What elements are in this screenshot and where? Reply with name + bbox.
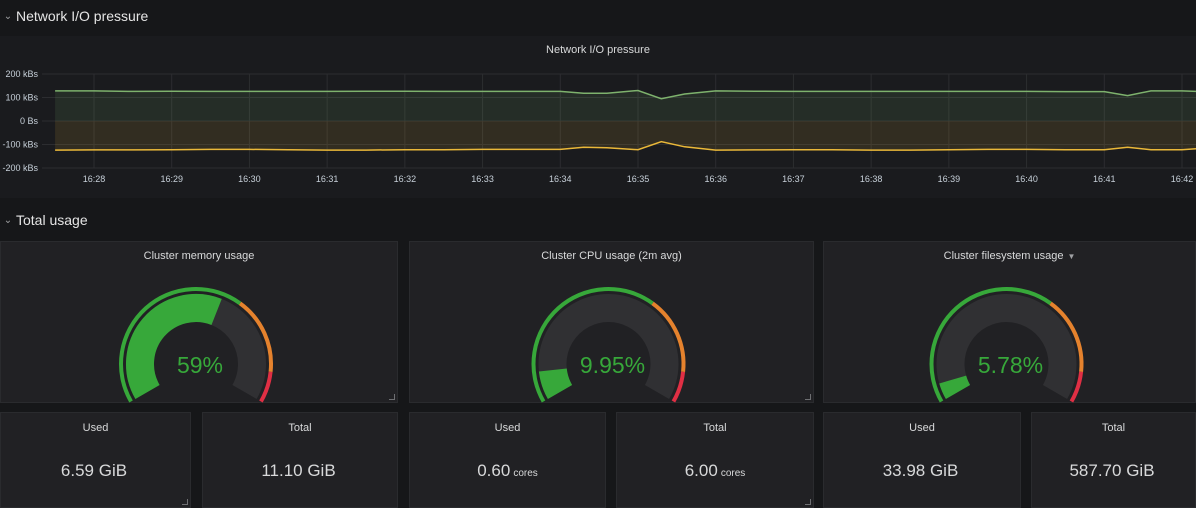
network-io-panel[interactable]: Network I/O pressure 200 kBs 100 kBs 0 Bs -… [0,36,1196,198]
stat-panel-fs-used[interactable]: Used 33.98 GiB [823,412,1021,508]
y-tick-label: 0 Bs [20,116,39,126]
memory-gauge: 59% [119,287,273,403]
stat-title: Total [1101,422,1126,434]
x-tick-label: 16:28 [83,174,106,184]
gauge-title[interactable]: Cluster CPU usage (2m avg) [541,250,682,262]
stat-title: Used [909,422,935,434]
stat-value: 6.59 GiB [60,461,128,480]
threshold-warn-arc [1049,301,1084,373]
gauge-track [538,294,679,399]
stat-value: 0.60 cores [477,461,538,480]
gauge-title: Cluster filesystem usage [943,250,1064,262]
series-area-0 [55,90,1196,121]
stat-value: 587.70 GiB [1069,461,1155,480]
x-tick-label: 16:42 [1171,174,1194,184]
gauge-value-text: 5.78% [978,352,1043,378]
threshold-warn-arc [238,301,273,373]
threshold-crit-arc [1069,371,1084,403]
gauge-panel-cpu[interactable]: Cluster CPU usage (2m avg) 9.95% [409,241,814,403]
stat-value: 6.00 cores [684,461,746,480]
resize-handle[interactable] [805,394,811,400]
x-tick-label: 16:31 [316,174,339,184]
gauge-track [936,294,1077,399]
threshold-crit-arc [259,371,273,403]
series-line-1 [55,140,1196,151]
y-tick-label: 100 kBs [5,93,38,103]
x-tick-label: 16:33 [471,174,494,184]
y-tick-label: -200 kBs [2,163,38,173]
stat-title: Used [494,422,521,434]
row-header-network[interactable]: ⌄ Network I/O pressure [0,0,148,32]
network-io-chart: 200 kBs 100 kBs 0 Bs -100 kBs -200 kBs 16:28 1… [2,69,1196,184]
x-tick-label: 16:39 [938,174,961,184]
chevron-down-icon: ⌄ [3,10,13,22]
cpu-gauge: 9.95% [531,287,686,403]
gauge-panel-memory[interactable]: Cluster memory usage 59% [0,241,398,403]
x-tick-label: 16:32 [394,174,417,184]
series-line-0 [55,89,1196,100]
x-tick-label: 16:35 [627,174,650,184]
gauge-panel-filesystem[interactable]: Cluster filesystem usage ▼ 5.78% [823,241,1196,403]
series-area-1 [55,121,1196,151]
stat-title: Total [703,422,727,434]
x-tick-label: 16:36 [704,174,727,184]
x-tick-label: 16:34 [549,174,572,184]
threshold-crit-arc [671,371,686,403]
stat-panel-memory-total[interactable]: Total 11.10 GiB [202,412,398,508]
stat-value: 33.98 GiB [882,461,959,480]
threshold-warn-arc [651,301,686,373]
gauge-value-arc [538,367,573,399]
row-title-total: Total usage [16,212,88,228]
x-tick-label: 16:29 [160,174,183,184]
gauge-value-arc [126,294,222,399]
y-tick-label: -100 kBs [2,140,38,150]
stat-panel-fs-total[interactable]: Total 587.70 GiB [1031,412,1196,508]
x-tick-label: 16:38 [860,174,883,184]
threshold-ok-arc [531,287,654,403]
x-tick-label: 16:37 [782,174,805,184]
gauge-title-wrap[interactable]: Cluster filesystem usage ▼ [824,250,1195,262]
gauge-title[interactable]: Cluster memory usage [143,250,255,262]
stat-panel-memory-used[interactable]: Used 6.59 GiB [0,412,191,508]
chevron-down-icon: ⌄ [3,214,13,226]
gauge-value-arc [939,375,971,400]
y-tick-label: 200 kBs [5,69,38,79]
resize-handle[interactable] [805,499,811,505]
stat-title: Total [288,422,312,434]
stat-title: Used [82,422,109,434]
filesystem-gauge: 5.78% [929,287,1084,403]
row-title-network: Network I/O pressure [16,8,149,24]
caret-down-icon[interactable]: ▼ [1067,252,1076,261]
stat-value: 11.10 GiB [261,461,336,480]
stat-panel-cpu-total[interactable]: Total 6.00 cores [616,412,814,508]
x-tick-label: 16:30 [238,174,261,184]
resize-handle[interactable] [182,499,188,505]
network-panel-title[interactable]: Network I/O pressure [546,44,650,56]
x-tick-label: 16:41 [1093,174,1116,184]
stat-panel-cpu-used[interactable]: Used 0.60 cores [409,412,606,508]
resize-handle[interactable] [389,394,395,400]
threshold-ok-arc [929,287,1052,403]
gauge-value-text: 59% [177,352,223,378]
threshold-ok-arc [119,287,242,403]
x-tick-label: 16:40 [1015,174,1038,184]
row-header-total[interactable]: ⌄ Total usage [0,204,88,236]
gauge-value-text: 9.95% [580,352,645,378]
